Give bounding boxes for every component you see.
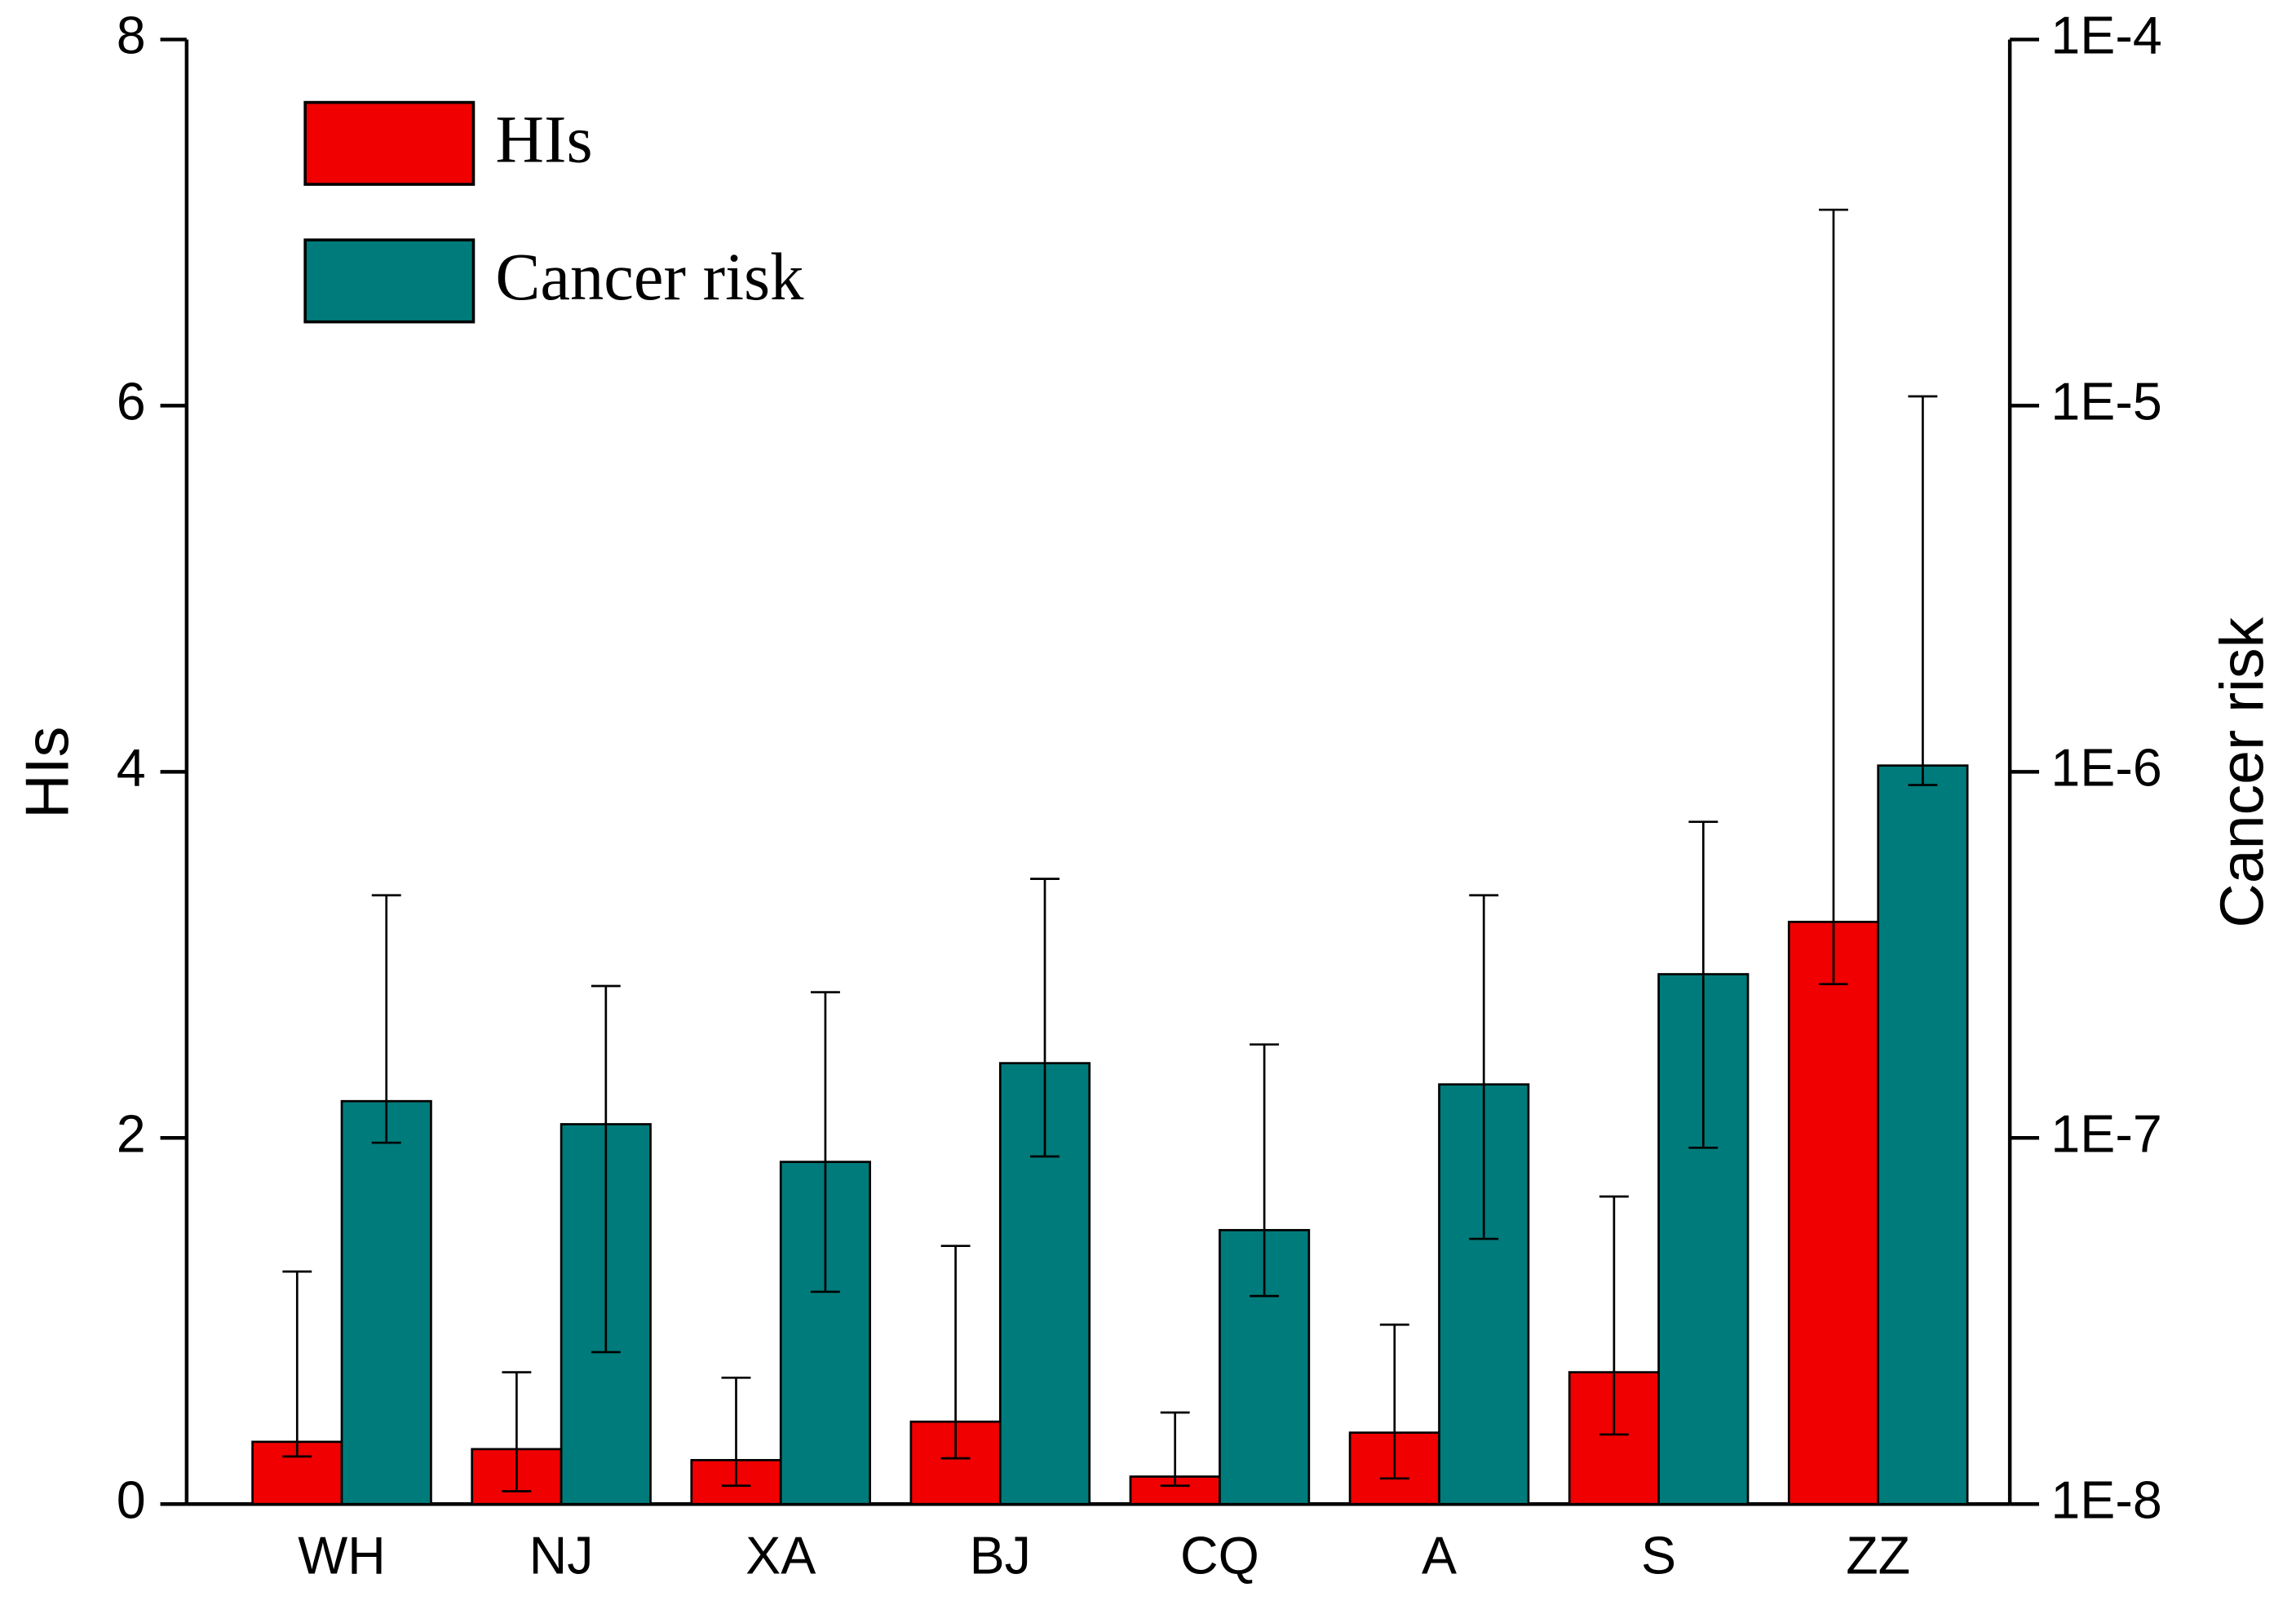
bar xyxy=(1787,921,1880,1506)
y-tick-label: 2 xyxy=(117,1104,146,1163)
y2-tick-label: 1E-7 xyxy=(2050,1104,2161,1163)
y2-tick-label: 1E-8 xyxy=(2050,1470,2161,1529)
bar xyxy=(340,1099,432,1506)
legend-label: HIs xyxy=(495,101,592,176)
x-tick-label: BJ xyxy=(970,1526,1031,1585)
x-tick-label: S xyxy=(1641,1526,1676,1585)
y-axis-title: HIs xyxy=(13,727,82,819)
y2-axis-title: Cancer risk xyxy=(2208,617,2276,927)
legend-swatch xyxy=(303,100,476,186)
x-tick-label: NJ xyxy=(529,1526,594,1585)
y-tick-label: 8 xyxy=(117,7,146,65)
legend-label: Cancer risk xyxy=(495,239,804,314)
y2-tick-label: 1E-6 xyxy=(2050,738,2161,797)
x-tick-label: A xyxy=(1422,1526,1457,1585)
y2-tick-label: 1E-4 xyxy=(2050,7,2161,65)
x-tick-label: XA xyxy=(745,1526,816,1585)
x-tick-label: ZZ xyxy=(1846,1526,1910,1585)
y2-tick-label: 1E-5 xyxy=(2050,372,2161,431)
y-tick-label: 6 xyxy=(117,372,146,431)
x-tick-label: WH xyxy=(298,1526,386,1585)
legend-swatch xyxy=(303,238,476,324)
y-tick-label: 4 xyxy=(117,738,146,797)
bar xyxy=(1877,764,1969,1506)
y-tick-label: 0 xyxy=(117,1470,146,1529)
x-tick-label: CQ xyxy=(1180,1526,1259,1585)
